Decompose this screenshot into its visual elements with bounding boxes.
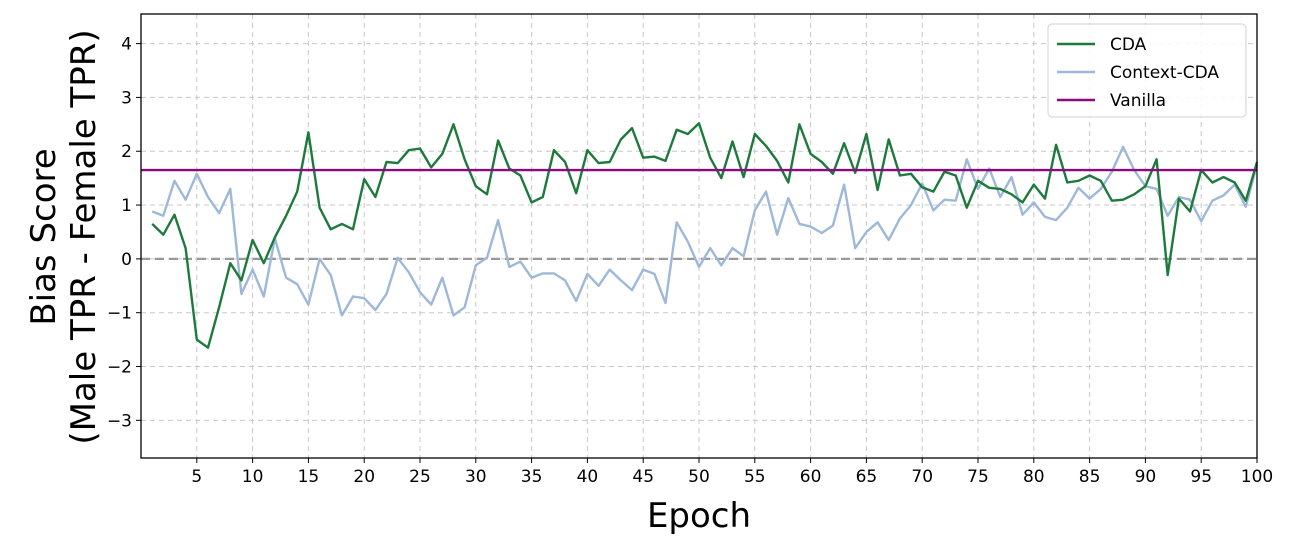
x-tick-label: 50	[688, 467, 710, 487]
x-tick-label: 45	[632, 467, 654, 487]
legend-label-cda: CDA	[1110, 35, 1147, 55]
x-tick-label: 90	[1135, 467, 1157, 487]
x-tick-label: 75	[967, 467, 989, 487]
y-axis-title-line-2: (Male TPR - Female TPR)	[64, 29, 104, 444]
x-tick-label: 80	[1023, 467, 1045, 487]
legend-label-context-cda: Context-CDA	[1110, 63, 1219, 83]
legend-label-vanilla: Vanilla	[1110, 91, 1166, 111]
x-tick-label: 95	[1190, 467, 1212, 487]
x-tick-label: 10	[242, 467, 264, 487]
y-tick-label: −1	[107, 304, 132, 324]
x-tick-label: 35	[521, 467, 543, 487]
legend-box	[1047, 23, 1247, 118]
x-tick-label: 60	[800, 467, 822, 487]
x-tick-label: 70	[911, 467, 933, 487]
y-tick-label: 0	[121, 250, 132, 270]
y-tick-label: −2	[107, 358, 132, 378]
x-tick-label: 15	[298, 467, 320, 487]
y-tick-label: −3	[107, 411, 132, 431]
x-tick-label: 25	[409, 467, 431, 487]
x-tick-label: 85	[1079, 467, 1101, 487]
x-tick-label: 100	[1241, 467, 1273, 487]
x-tick-label: 40	[577, 467, 599, 487]
series-line-context-cda	[151, 145, 1259, 317]
tick-layer: 5 10 15 20 25 30 35 40 45 50 55 60 65 70 75 80 85 90 95 100…	[107, 35, 1273, 487]
y-tick-label: 2	[121, 142, 132, 162]
x-axis-title: Epoch	[647, 496, 751, 536]
plot-frame	[140, 13, 1258, 459]
x-tick-label: 65	[856, 467, 878, 487]
x-tick-label: 20	[353, 467, 375, 487]
x-tick-label: 30	[465, 467, 487, 487]
y-tick-label: 3	[121, 88, 132, 108]
legend: CDA Context-CDA Vanilla	[1047, 23, 1247, 118]
x-tick-label: 55	[744, 467, 766, 487]
series-layer	[141, 122, 1259, 349]
series-line-cda	[151, 122, 1259, 349]
grid-layer	[141, 14, 1258, 458]
y-tick-label: 1	[121, 196, 132, 216]
x-tick-label: 5	[191, 467, 202, 487]
y-axis-title-line-1: Bias Score	[24, 148, 64, 325]
y-tick-label: 4	[121, 35, 132, 55]
